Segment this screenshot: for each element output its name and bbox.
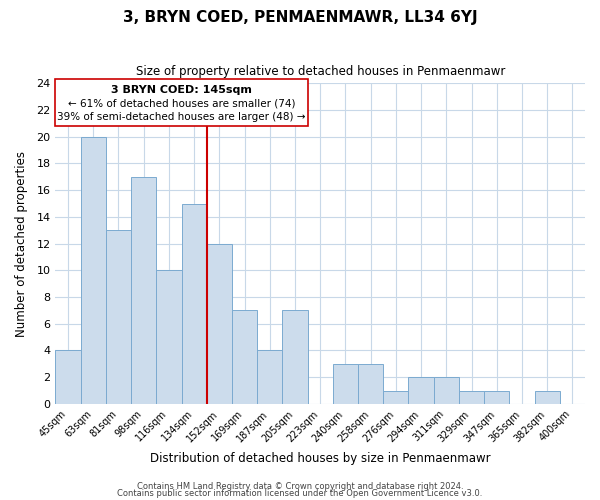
Bar — [358, 364, 383, 404]
Title: Size of property relative to detached houses in Penmaenmawr: Size of property relative to detached ho… — [136, 65, 505, 78]
Bar — [257, 350, 283, 404]
Bar — [157, 270, 182, 404]
Bar — [409, 377, 434, 404]
Bar — [459, 390, 484, 404]
Bar — [207, 244, 232, 404]
Bar — [80, 137, 106, 404]
Bar — [484, 390, 509, 404]
Bar — [232, 310, 257, 404]
FancyBboxPatch shape — [55, 80, 308, 126]
Bar — [434, 377, 459, 404]
Bar — [383, 390, 409, 404]
Bar — [55, 350, 80, 404]
Bar — [106, 230, 131, 404]
Text: ← 61% of detached houses are smaller (74): ← 61% of detached houses are smaller (74… — [68, 98, 295, 108]
Bar — [535, 390, 560, 404]
Text: Contains HM Land Registry data © Crown copyright and database right 2024.: Contains HM Land Registry data © Crown c… — [137, 482, 463, 491]
Text: 39% of semi-detached houses are larger (48) →: 39% of semi-detached houses are larger (… — [57, 112, 306, 122]
Text: Contains public sector information licensed under the Open Government Licence v3: Contains public sector information licen… — [118, 490, 482, 498]
Bar — [333, 364, 358, 404]
Text: 3, BRYN COED, PENMAENMAWR, LL34 6YJ: 3, BRYN COED, PENMAENMAWR, LL34 6YJ — [122, 10, 478, 25]
Y-axis label: Number of detached properties: Number of detached properties — [15, 150, 28, 336]
Bar — [283, 310, 308, 404]
Bar — [182, 204, 207, 404]
Bar — [131, 177, 157, 404]
X-axis label: Distribution of detached houses by size in Penmaenmawr: Distribution of detached houses by size … — [150, 452, 491, 465]
Text: 3 BRYN COED: 145sqm: 3 BRYN COED: 145sqm — [111, 85, 252, 95]
